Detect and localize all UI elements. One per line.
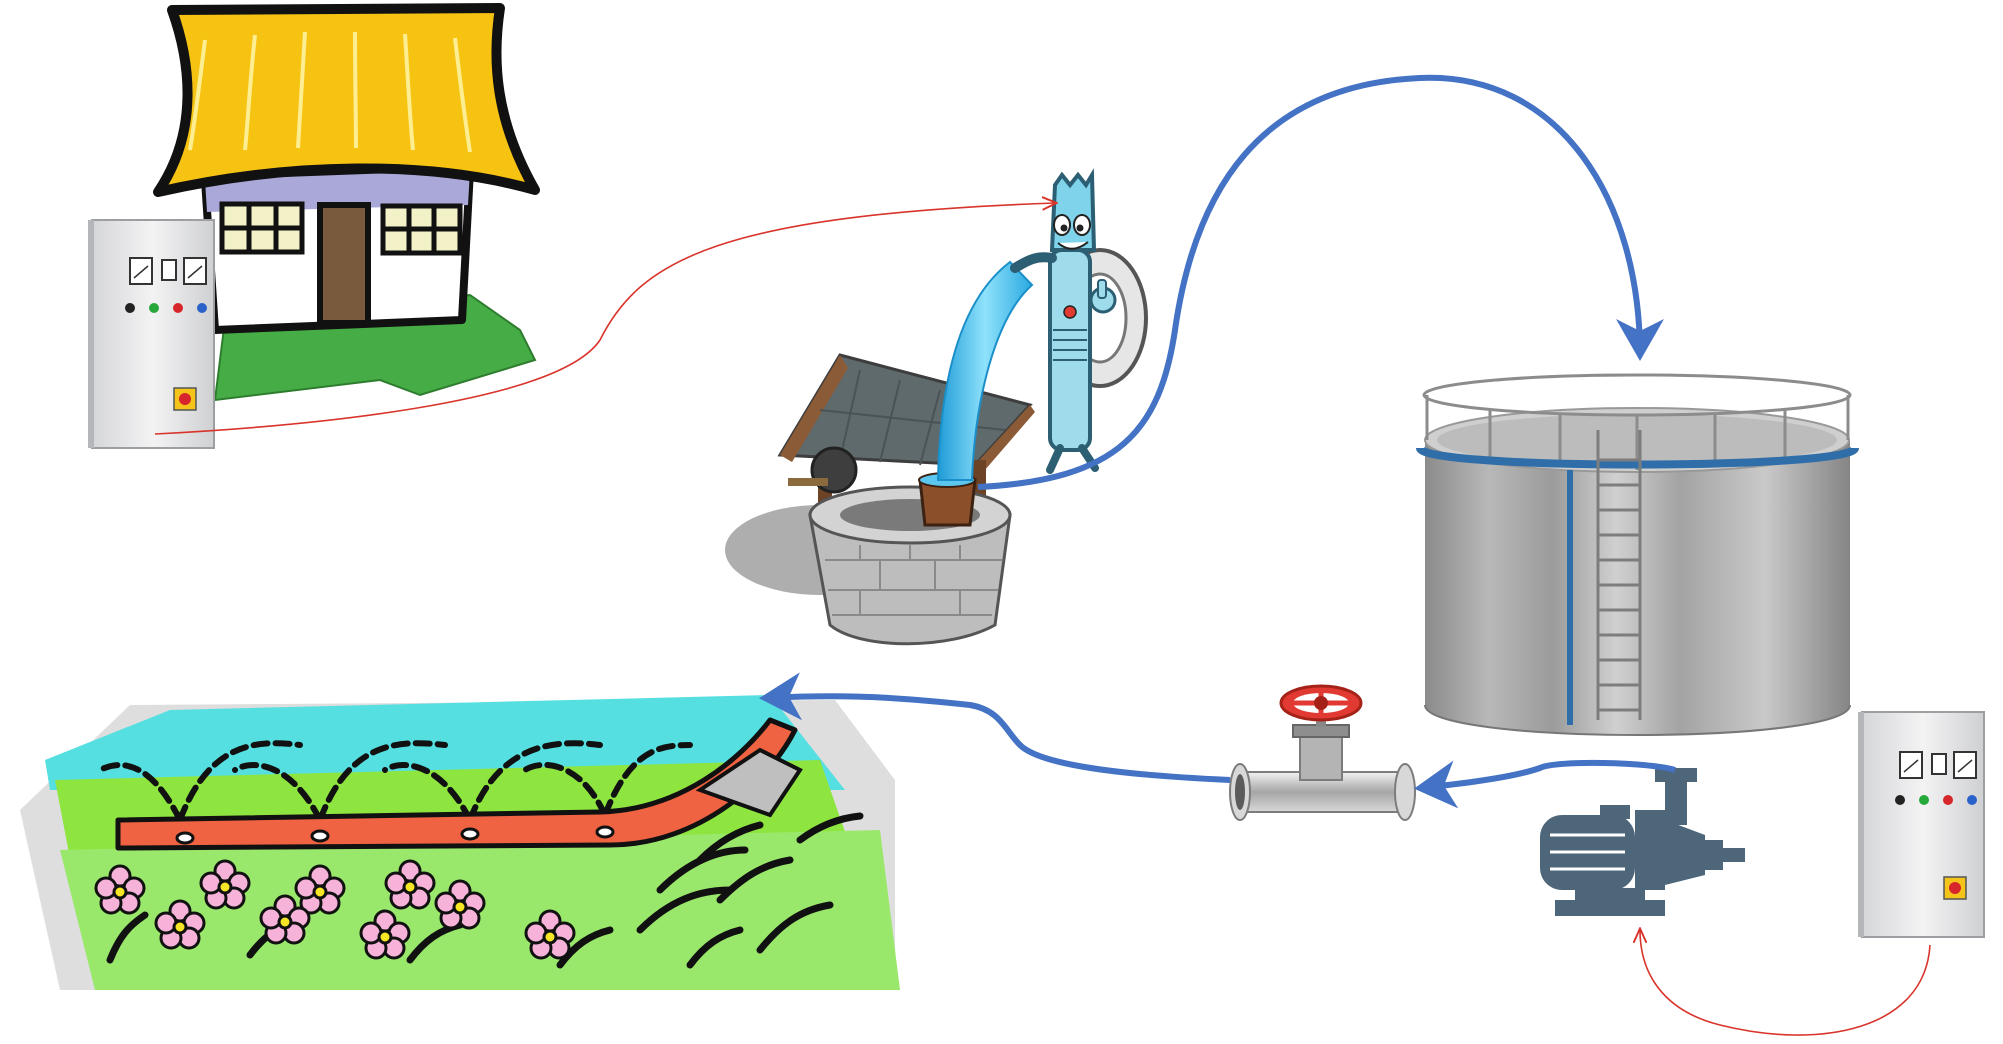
gauge-icon: [1899, 751, 1977, 779]
water-pipe-valve-to-field: [759, 672, 1231, 783]
control-panel-tank: [1858, 711, 1985, 938]
control-panel-house: [88, 219, 215, 449]
water-stream-icon: [936, 260, 1034, 481]
valve-handwheel-icon: [1279, 684, 1363, 722]
main-switch-icon: [1943, 876, 1967, 900]
main-switch-icon: [173, 387, 197, 411]
water-pipe-pump-to-valve: [1414, 759, 1676, 809]
pump-mascot-icon: [1010, 168, 1148, 474]
gauge-icon: [129, 257, 207, 285]
indicator-lights-icon: [1895, 795, 1977, 805]
flower-icon: [94, 859, 576, 960]
signal-wire-panel-to-pump: [1640, 930, 1931, 1036]
electric-pump-icon: [1540, 768, 1745, 916]
water-pipe-well-to-tank: [977, 74, 1664, 490]
sprinkler-garden-icon: [20, 695, 900, 990]
pipe-valve-icon: [1229, 684, 1416, 821]
water-well-icon: [725, 353, 1035, 646]
indicator-lights-icon: [125, 303, 207, 313]
signal-wire-house-to-pump: [154, 203, 1055, 435]
water-tank-icon: [1416, 373, 1859, 736]
